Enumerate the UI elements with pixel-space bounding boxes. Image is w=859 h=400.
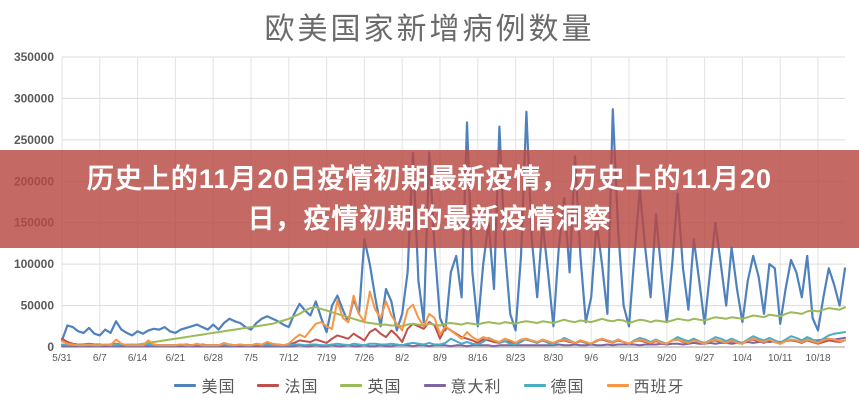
x-axis-labels: 5/31 6/7 6/14 6/21 6/28 7/5 7/12 7/19 7/26 8/2 8/9… [52, 353, 831, 364]
y-tick-label: 250000 [14, 133, 54, 147]
y-tick-label: 50000 [21, 299, 55, 313]
legend-label: 英国 [367, 379, 402, 396]
legend-label: 法国 [284, 379, 319, 396]
legend-label: 德国 [550, 379, 585, 396]
x-tick-label: 7/26 [355, 353, 375, 364]
chart-title: 欧美国家新增病例数量 [264, 12, 595, 47]
legend-label: 美国 [201, 379, 236, 396]
x-tick-label: 7/19 [317, 353, 337, 364]
series-line-5 [61, 290, 846, 347]
legend-swatch-icon [606, 383, 629, 387]
y-tick-label: 0 [47, 340, 54, 354]
legend-label: 意大利 [450, 379, 502, 396]
legend-item-5: 西班牙 [606, 373, 685, 397]
legend-item-0: 美国 [174, 373, 235, 397]
x-tick-label: 7/5 [244, 353, 258, 364]
x-tick-label: 8/9 [433, 353, 447, 364]
x-tick-label: 6/21 [166, 353, 186, 364]
x-tick-label: 8/16 [468, 353, 488, 364]
x-tick-label: 9/6 [584, 353, 598, 364]
legend: 美国 法国 英国 意大利 德国 西班牙 [0, 372, 859, 398]
legend-item-4: 德国 [523, 373, 585, 397]
legend-item-2: 英国 [340, 373, 401, 397]
y-tick-label: 350000 [14, 50, 54, 64]
x-tick-label: 10/11 [768, 353, 793, 364]
series-line-3 [61, 336, 846, 348]
overlay-banner: 历史上的11月20日疫情初期最新疫情，历史上的11月20 日，疫情初期的最新疫情… [0, 150, 859, 248]
x-tick-label: 10/4 [733, 353, 753, 364]
x-tick-label: 7/12 [279, 353, 299, 364]
legend-swatch-icon [174, 383, 197, 387]
x-tick-label: 6/28 [203, 353, 223, 364]
legend-item-3: 意大利 [423, 373, 502, 397]
banner-headline-line1: 历史上的11月20日疫情初期最新疫情，历史上的11月20 [86, 164, 773, 194]
series-line-2 [61, 306, 846, 347]
x-tick-label: 9/13 [619, 353, 639, 364]
x-tick-label: 8/30 [544, 353, 564, 364]
x-tick-label: 8/2 [395, 353, 409, 364]
y-tick-label: 100000 [14, 257, 54, 271]
legend-swatch-icon [423, 383, 446, 387]
y-tick-label: 300000 [14, 91, 54, 105]
x-tick-label: 6/14 [128, 353, 148, 364]
x-tick-label: 6/7 [93, 353, 107, 364]
x-tick-label: 10/18 [805, 353, 830, 364]
x-tick-label: 8/23 [506, 353, 526, 364]
legend-swatch-icon [257, 383, 280, 387]
x-tick-label: 9/20 [657, 353, 677, 364]
x-tick-label: 5/31 [52, 353, 72, 364]
legend-swatch-icon [340, 383, 363, 387]
banner-headline-line2: 日，疫情初期的最新疫情洞察 [247, 204, 612, 234]
legend-item-1: 法国 [257, 373, 318, 397]
legend-swatch-icon [523, 383, 546, 387]
legend-label: 西班牙 [633, 379, 685, 396]
x-tick-label: 9/27 [695, 353, 715, 364]
